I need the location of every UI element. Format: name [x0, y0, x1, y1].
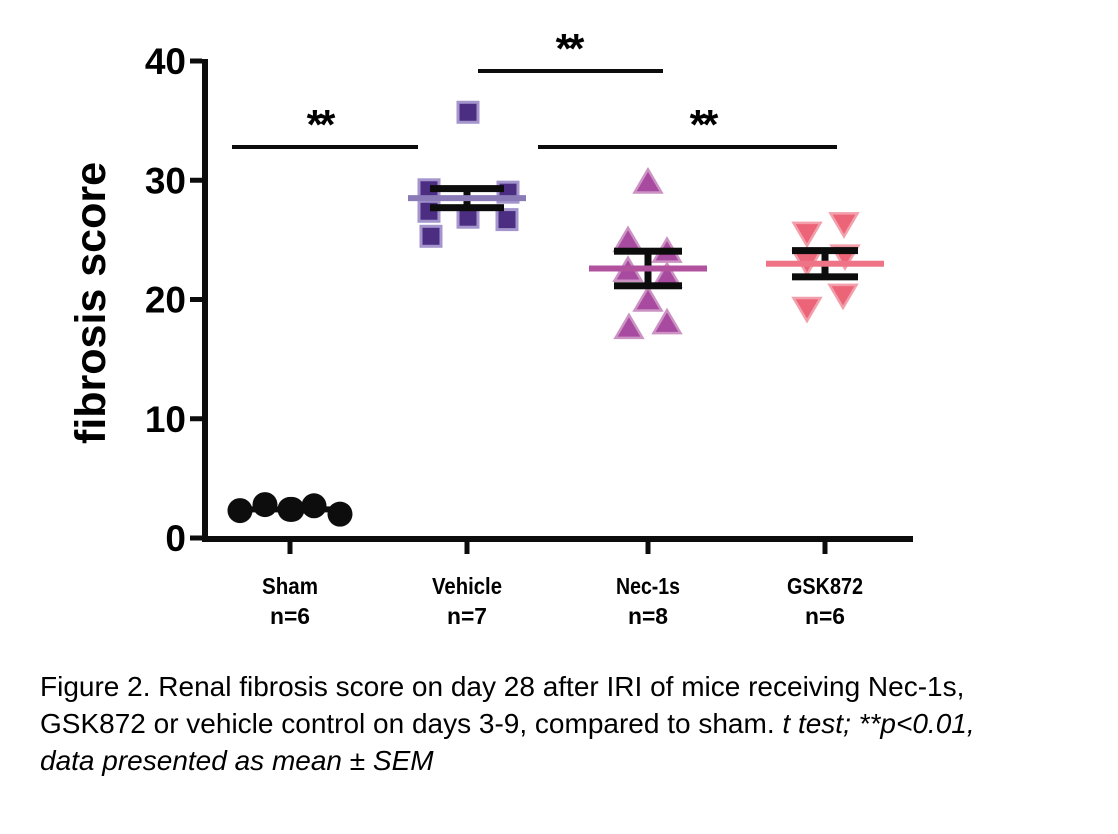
y-tick: [190, 177, 202, 183]
x-tick: [822, 542, 828, 554]
fibrosis-scatter-plot: fibrosis score ** ** ** 0 10 20 30 40 Sham n=6 Veh…: [67, 25, 913, 629]
mean-line: [231, 506, 349, 513]
y-tick: [190, 297, 202, 302]
data-point-nec-1s: [612, 225, 644, 253]
data-point-nec-1s: [613, 312, 645, 340]
mean-line: [408, 195, 526, 202]
x-axis: [202, 536, 913, 542]
data-point-gsk872: [791, 296, 823, 324]
y-axis-title: fibrosis score: [67, 162, 115, 444]
data-point-sham: [327, 501, 353, 527]
caption-line-1: Figure 2. Renal fibrosis score on day 28…: [40, 671, 965, 702]
group-n-label: n=7: [447, 603, 487, 629]
data-point-nec-1s: [632, 285, 664, 312]
data-point-sham: [252, 492, 278, 518]
x-tick: [464, 542, 470, 554]
y-tick: [190, 416, 202, 422]
error-bar-cap-bottom: [614, 282, 682, 290]
data-point-gsk872: [827, 283, 859, 311]
data-point-vehicle: [419, 224, 443, 248]
y-tick-label: 10: [145, 399, 186, 440]
error-bar-cap-bottom: [792, 273, 858, 281]
significance-label: **: [556, 25, 585, 72]
data-point-gsk872: [828, 212, 860, 239]
group-n-label: n=6: [805, 603, 845, 629]
caption-line-3: data presented as mean ± SEM: [40, 745, 434, 776]
error-bar-cap-top: [792, 247, 858, 255]
figure-caption: Figure 2. Renal fibrosis score on day 28…: [40, 668, 1090, 779]
significance-bracket: [478, 69, 663, 73]
data-point-vehicle: [456, 100, 480, 124]
data-point-vehicle: [495, 208, 519, 232]
x-tick-label-gsk872: GSK872: [787, 573, 863, 599]
y-tick: [190, 58, 202, 64]
error-bar-cap-top: [614, 247, 682, 255]
y-tick: [190, 535, 202, 541]
y-tick-label: 40: [145, 41, 186, 82]
caption-line-2: GSK872 or vehicle control on days 3-9, c…: [40, 708, 975, 739]
data-point-nec-1s: [651, 307, 683, 335]
mean-line: [766, 260, 884, 267]
data-point-sham: [301, 493, 327, 519]
x-tick: [287, 542, 293, 554]
significance-label: **: [307, 101, 336, 148]
data-point-gsk872: [791, 221, 823, 249]
y-tick-label: 20: [145, 280, 186, 321]
x-tick-label-sham: Sham: [262, 573, 318, 599]
y-axis: [202, 59, 208, 542]
x-tick-label-vehicle: Vehicle: [432, 573, 502, 599]
data-point-nec-1s: [632, 166, 664, 194]
y-tick-label: 30: [145, 160, 186, 201]
significance-bracket: [232, 145, 418, 149]
mean-line: [589, 265, 707, 272]
x-tick-label-nec-1s: Nec-1s: [616, 573, 680, 599]
significance-label: **: [690, 101, 719, 148]
group-n-label: n=8: [628, 603, 668, 629]
y-tick-label: 0: [165, 518, 186, 559]
x-tick: [645, 542, 651, 554]
group-n-label: n=6: [270, 603, 310, 629]
significance-bracket: [538, 145, 837, 149]
error-bar-cap-bottom: [430, 204, 504, 212]
error-bar-cap-top: [430, 185, 504, 193]
